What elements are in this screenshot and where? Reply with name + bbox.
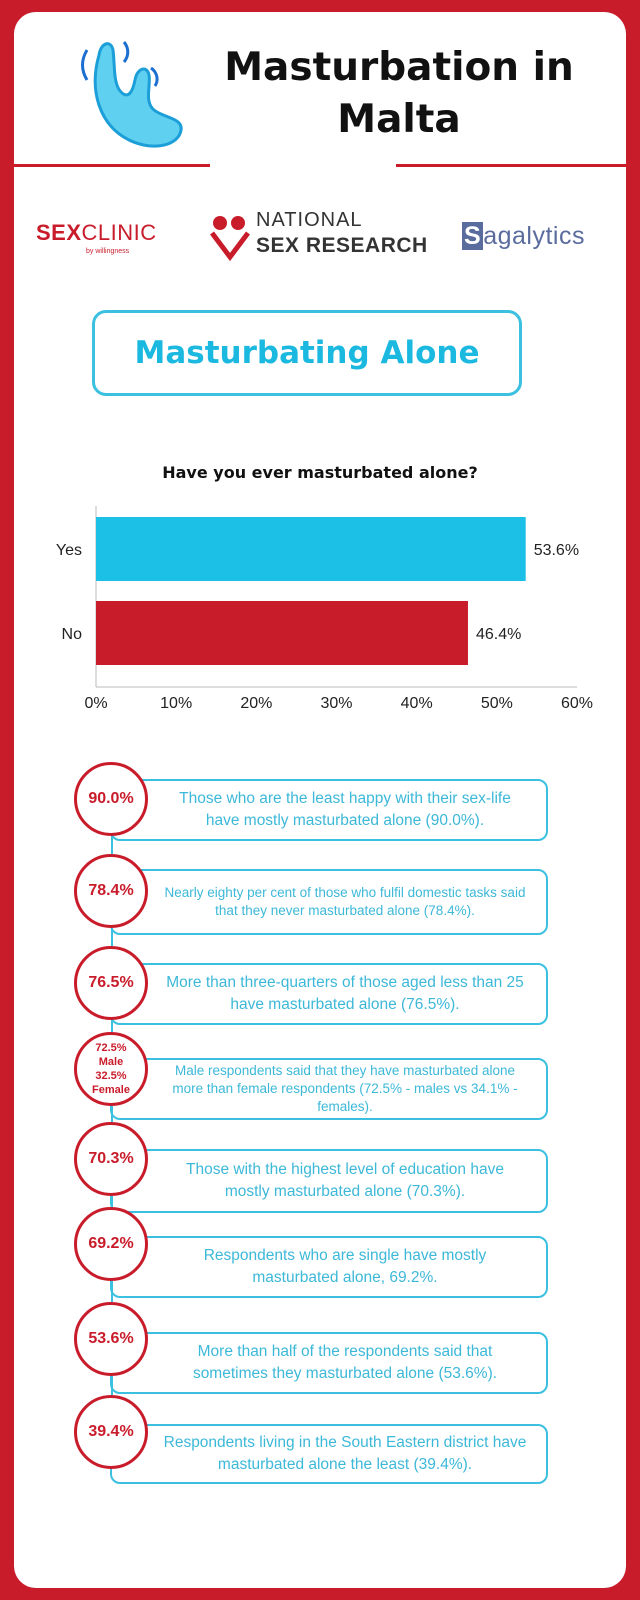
stat-line: Female <box>92 1084 130 1096</box>
stat-circle: 39.4% <box>74 1395 148 1469</box>
finding-text: More than half of the respondents said t… <box>110 1332 548 1394</box>
bar-value-label: 53.6% <box>534 542 579 559</box>
bar-yes <box>96 517 526 581</box>
x-tick-label: 50% <box>481 695 513 712</box>
finding-text: Respondents who are single have mostly m… <box>110 1236 548 1298</box>
finding-text: Male respondents said that they have mas… <box>110 1058 548 1120</box>
sexclinic-subtitle: by willingness <box>86 248 130 255</box>
stat-line: 32.5% <box>95 1070 127 1082</box>
stat-value: 90.0% <box>88 790 134 807</box>
x-tick-label: 40% <box>401 695 433 712</box>
timeline-connector <box>111 1196 113 1207</box>
header-divider-left <box>14 164 210 167</box>
section-title: Masturbating Alone <box>134 335 480 371</box>
finding-text: Respondents living in the South Eastern … <box>110 1424 548 1484</box>
x-tick-label: 0% <box>84 695 107 712</box>
stat-value: 39.4% <box>88 1423 134 1440</box>
stat-value: 70.3% <box>88 1150 134 1167</box>
stat-value: 78.4% <box>88 882 134 899</box>
stat-value: 53.6% <box>88 1330 134 1347</box>
finding-text: Those with the highest level of educatio… <box>110 1149 548 1213</box>
stat-value: 69.2% <box>88 1235 134 1252</box>
stat-circle: 70.3% <box>74 1122 148 1196</box>
chart-title: Have you ever masturbated alone? <box>162 463 478 482</box>
finding-text: More than three-quarters of those aged l… <box>110 963 548 1025</box>
category-label: Yes <box>56 542 82 559</box>
x-tick-label: 20% <box>240 695 272 712</box>
timeline-connector <box>111 928 113 946</box>
stat-circle: 90.0% <box>74 762 148 836</box>
header-divider-right <box>396 164 626 167</box>
stat-circle: 53.6% <box>74 1302 148 1376</box>
bar-no <box>96 601 468 665</box>
page-title: Masturbation in Malta <box>224 45 574 142</box>
stat-line: 72.5% <box>95 1042 127 1054</box>
vibrator-icon <box>81 41 183 148</box>
category-label: No <box>62 626 83 643</box>
stat-circle: 72.5% Male 32.5% Female <box>74 1032 148 1106</box>
x-tick-label: 30% <box>320 695 352 712</box>
finding-text: Nearly eighty per cent of those who fulf… <box>110 869 548 935</box>
stat-circle: 69.2% <box>74 1207 148 1281</box>
bar-chart: Have you ever masturbated alone? Yes 53.6%… <box>56 463 593 712</box>
timeline-connector <box>111 1020 113 1032</box>
national-sex-research-logo: NATIONAL SEX RESEARCH <box>208 209 438 269</box>
heart-icon <box>210 216 250 262</box>
finding-text: Those who are the least happy with their… <box>110 779 548 841</box>
stat-circle: 78.4% <box>74 854 148 928</box>
sexclinic-logo: SEXCLINIC <box>36 220 157 245</box>
infographic-card: Masturbation in Malta SEXCLINIC by willi… <box>14 12 626 1588</box>
x-tick-label: 60% <box>561 695 593 712</box>
stat-circle: 76.5% <box>74 946 148 1020</box>
bar-value-label: 46.4% <box>476 626 521 643</box>
x-tick-label: 10% <box>160 695 192 712</box>
section-header: Masturbating Alone <box>92 310 522 396</box>
stat-line: Male <box>98 1056 124 1068</box>
stat-value: 76.5% <box>88 974 134 991</box>
timeline-connector <box>111 836 113 854</box>
sagalytics-logo: Sagalytics <box>462 222 585 250</box>
